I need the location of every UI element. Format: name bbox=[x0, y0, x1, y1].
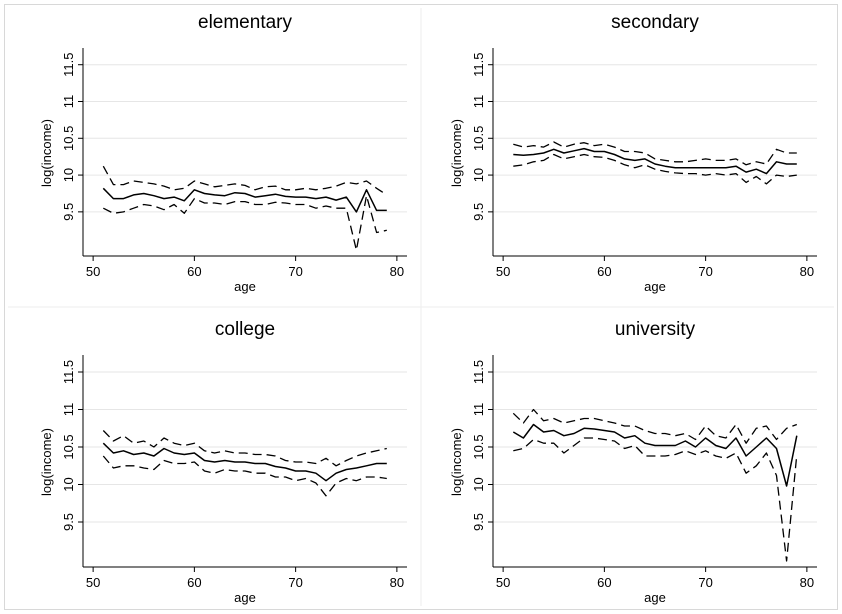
chart-panel: elementary 9.5 10 10.5 11 11.5 50 60 70 80 age log(… bbox=[39, 12, 407, 294]
series-line-lower-band bbox=[103, 195, 387, 251]
y-tick-label: 11.5 bbox=[61, 360, 76, 384]
y-tick-label: 11 bbox=[471, 403, 486, 417]
x-tick-label: 60 bbox=[187, 264, 201, 279]
y-tick-label: 10 bbox=[471, 168, 486, 182]
x-tick-label: 70 bbox=[288, 575, 302, 590]
y-axis-label: log(income) bbox=[39, 428, 54, 496]
y-tick-label: 10 bbox=[61, 477, 76, 491]
series-line-upper-band bbox=[513, 141, 797, 166]
y-tick-label: 11.5 bbox=[471, 53, 486, 77]
y-tick-label: 11.5 bbox=[471, 360, 486, 384]
y-tick-label: 10 bbox=[61, 168, 76, 182]
chart-title: college bbox=[215, 319, 275, 340]
x-tick-label: 70 bbox=[698, 575, 712, 590]
y-tick-label: 10.5 bbox=[471, 126, 486, 151]
y-axis-label: log(income) bbox=[39, 119, 54, 187]
x-axis-label: age bbox=[644, 590, 666, 605]
x-tick-label: 50 bbox=[86, 575, 100, 590]
y-tick-label: 10.5 bbox=[471, 434, 486, 459]
y-tick-label: 11.5 bbox=[61, 53, 76, 77]
series-line-lower-band bbox=[513, 437, 798, 562]
series-line-upper-band bbox=[512, 408, 798, 444]
x-tick-label: 60 bbox=[187, 575, 201, 590]
y-tick-label: 9.5 bbox=[61, 513, 76, 531]
series-line-lower-band bbox=[102, 455, 387, 497]
x-tick-label: 60 bbox=[597, 575, 611, 590]
x-tick-label: 80 bbox=[390, 264, 404, 279]
x-axis-label: age bbox=[234, 279, 256, 294]
chart-title: university bbox=[615, 319, 696, 340]
x-tick-label: 80 bbox=[800, 575, 814, 590]
series-line-estimate bbox=[513, 147, 797, 175]
x-tick-label: 60 bbox=[597, 264, 611, 279]
x-axis-label: age bbox=[644, 279, 666, 294]
y-tick-label: 9.5 bbox=[471, 203, 486, 221]
chart-panel: secondary 9.5 10 10.5 11 11.5 50 60 70 80 age log(i… bbox=[449, 12, 817, 294]
figure-border bbox=[4, 4, 838, 610]
x-tick-label: 80 bbox=[800, 264, 814, 279]
series-line-estimate bbox=[102, 187, 387, 213]
series-line-upper-band bbox=[102, 165, 388, 196]
series-line-estimate bbox=[102, 442, 387, 482]
chart-title: elementary bbox=[198, 12, 292, 33]
x-tick-label: 50 bbox=[86, 264, 100, 279]
chart-panel: college 9.5 10 10.5 11 11.5 50 60 70 80 age log(inc… bbox=[39, 319, 407, 605]
y-tick-label: 11 bbox=[471, 95, 486, 109]
y-tick-label: 10.5 bbox=[61, 126, 76, 151]
x-tick-label: 80 bbox=[390, 575, 404, 590]
x-axis-label: age bbox=[234, 590, 256, 605]
series-line-estimate bbox=[512, 423, 798, 487]
y-tick-label: 10.5 bbox=[61, 434, 76, 459]
x-tick-label: 50 bbox=[496, 575, 510, 590]
x-tick-label: 70 bbox=[288, 264, 302, 279]
series-line-upper-band bbox=[102, 430, 387, 467]
x-tick-label: 50 bbox=[496, 264, 510, 279]
y-tick-label: 11 bbox=[61, 95, 76, 109]
series-line-lower-band bbox=[513, 153, 797, 185]
chart-title: secondary bbox=[611, 12, 699, 33]
chart-panel: university 9.5 10 10.5 11 11.5 50 60 70 80 age log(… bbox=[449, 319, 817, 605]
y-tick-label: 9.5 bbox=[471, 513, 486, 531]
x-tick-label: 70 bbox=[698, 264, 712, 279]
y-tick-label: 9.5 bbox=[61, 203, 76, 221]
y-axis-label: log(income) bbox=[449, 428, 464, 496]
y-tick-label: 10 bbox=[471, 477, 486, 491]
y-tick-label: 11 bbox=[61, 403, 76, 417]
y-axis-label: log(income) bbox=[449, 119, 464, 187]
